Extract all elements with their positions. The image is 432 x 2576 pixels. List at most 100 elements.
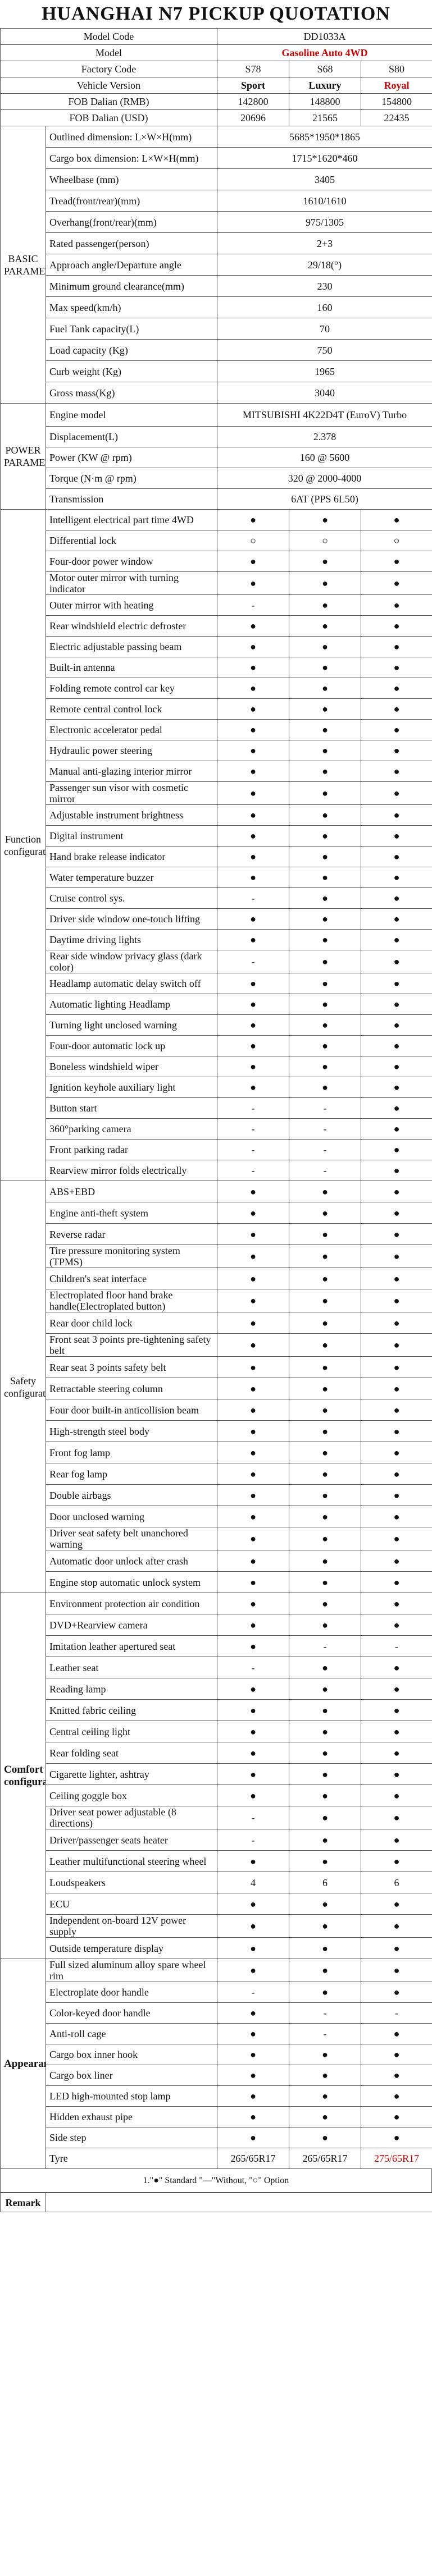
spec-cell: ● — [360, 1829, 432, 1851]
spec-cell: - — [217, 887, 289, 909]
spec-cell: ● — [360, 2085, 432, 2107]
spec-cell: ● — [360, 2044, 432, 2065]
table-row: Hidden exhaust pipe ● ● ● — [1, 2106, 432, 2127]
spec-cell: ● — [217, 781, 289, 805]
spec-item-label: Retractable steering column — [46, 1378, 217, 1399]
spec-cell: ● — [289, 1742, 361, 1764]
spec-cell: ● — [289, 719, 361, 740]
spec-item-label: Cargo box inner hook — [46, 2044, 217, 2065]
spec-item-label: Front seat 3 points pre-tightening safet… — [46, 1333, 217, 1357]
spec-item-label: Motor outer mirror with turning indicato… — [46, 571, 217, 595]
table-row: Outer mirror with heating - ● ● — [1, 594, 432, 616]
spec-cell: ● — [217, 1202, 289, 1224]
spec-cell: ● — [360, 908, 432, 930]
spec-item-label: 360°parking camera — [46, 1118, 217, 1140]
spec-cell: ● — [360, 1850, 432, 1872]
spec-cell: - — [217, 1139, 289, 1160]
spec-item-label: Minimum ground clearance(mm) — [46, 275, 217, 297]
spec-item-label: Electroplate door handle — [46, 1982, 217, 2003]
spec-cell: - — [289, 1139, 361, 1160]
spec-item-label: Cruise control sys. — [46, 887, 217, 909]
spec-cell: ● — [360, 1506, 432, 1527]
spec-item-label: Ceiling goggle box — [46, 1785, 217, 1806]
spec-item-label: Passenger sun visor with cosmetic mirror — [46, 781, 217, 805]
table-row: Headlamp automatic delay switch off ● ● ● — [1, 973, 432, 994]
vehicle-version-label: Vehicle Version — [0, 77, 217, 94]
spec-item-label: Built-in antenna — [46, 657, 217, 678]
table-row: Hydraulic power steering ● ● ● — [1, 740, 432, 761]
spec-cell: - — [289, 1097, 361, 1119]
spec-item-label: Tire pressure monitoring system (TPMS) — [46, 1244, 217, 1268]
spec-item-label: Adjustable instrument brightness — [46, 804, 217, 826]
spec-cell: ● — [217, 2106, 289, 2127]
spec-cell: ● — [217, 1056, 289, 1077]
row-factory-code: Factory Code S78 S68 S80 — [0, 61, 432, 77]
spec-cell: ● — [360, 551, 432, 572]
spec-cell: ● — [217, 1442, 289, 1463]
spec-item-label: Color-keyed door handle — [46, 2002, 217, 2024]
spec-cell: ● — [360, 1763, 432, 1785]
spec-cell: - — [217, 1160, 289, 1181]
spec-cell: ● — [217, 1333, 289, 1357]
spec-cell: ● — [360, 657, 432, 678]
table-row: Knitted fabric ceiling ● ● ● — [1, 1699, 432, 1721]
spec-item-label: Tread(front/rear)(mm) — [46, 190, 217, 212]
spec-cell: 4 — [217, 1872, 289, 1893]
spec-cell: ● — [360, 1657, 432, 1678]
spec-cell: ● — [360, 1202, 432, 1224]
spec-item-label: Differential lock — [46, 530, 217, 551]
spec-item-label: Hydraulic power steering — [46, 740, 217, 761]
spec-cell: 6 — [360, 1872, 432, 1893]
table-row: Driver seat power adjustable (8 directio… — [1, 1806, 432, 1829]
spec-cell: ● — [289, 1893, 361, 1915]
spec-cell: ● — [289, 551, 361, 572]
spec-cell: ● — [217, 2044, 289, 2065]
table-row: Anti-roll cage ● - ● — [1, 2023, 432, 2044]
spec-item-label: Overhang(front/rear)(mm) — [46, 211, 217, 233]
spec-item-label: Tyre — [46, 2148, 217, 2169]
spec-item-label: ECU — [46, 1893, 217, 1915]
page-title: HUANGHAI N7 PICKUP QUOTATION — [42, 3, 390, 24]
spec-cell: ● — [360, 804, 432, 826]
spec-cell: ● — [289, 1420, 361, 1442]
fob-usd-price: 22435 — [360, 109, 432, 126]
spec-cell: ● — [360, 1035, 432, 1056]
spec-cell: ● — [289, 781, 361, 805]
spec-item-label: Front fog lamp — [46, 1442, 217, 1463]
spec-cell: ● — [217, 867, 289, 888]
spec-cell: ● — [289, 804, 361, 826]
spec-item-label: Central ceiling light — [46, 1721, 217, 1742]
row-model: Model Gasoline Auto 4WD — [0, 44, 432, 61]
table-row: Electronic accelerator pedal ● ● ● — [1, 719, 432, 740]
spec-cell: ● — [217, 908, 289, 930]
table-row: DVD+Rearview camera ● ● ● — [1, 1614, 432, 1636]
spec-item-label: Outlined dimension: L×W×H(mm) — [46, 126, 217, 148]
spec-item-label: ABS+EBD — [46, 1181, 217, 1202]
spec-cell: ● — [217, 1527, 289, 1550]
spec-cell: ● — [360, 867, 432, 888]
spec-item-label: Load capacity (Kg) — [46, 339, 217, 361]
spec-cell: ● — [360, 1356, 432, 1378]
fob-usd-price: 20696 — [217, 109, 289, 126]
table-row: Color-keyed door handle ● - - — [1, 2002, 432, 2024]
spec-cell: ● — [217, 1035, 289, 1056]
spec-item-label: Intelligent electrical part time 4WD — [46, 509, 217, 530]
spec-cell: ● — [289, 1959, 361, 1982]
spec-cell: ● — [289, 1806, 361, 1829]
table-row: Double airbags ● ● ● — [1, 1484, 432, 1506]
spec-cell: ● — [360, 1959, 432, 1982]
spec-cell: - — [217, 950, 289, 973]
spec-cell: ● — [289, 1937, 361, 1959]
spec-item-label: Leather seat — [46, 1657, 217, 1678]
spec-cell: ● — [217, 929, 289, 950]
table-row: Four-door power window ● ● ● — [1, 551, 432, 572]
spec-item-label: Curb weight (Kg) — [46, 360, 217, 382]
remark-table: Remark — [0, 2193, 432, 2212]
spec-cell: ○ — [289, 530, 361, 551]
spec-cell: ● — [217, 509, 289, 530]
spec-item-label: Max speed(km/h) — [46, 296, 217, 318]
spec-item-label: Hand brake release indicator — [46, 846, 217, 867]
spec-cell: ● — [289, 698, 361, 720]
spec-cell: ● — [217, 1268, 289, 1289]
table-row: Cruise control sys. - ● ● — [1, 887, 432, 909]
